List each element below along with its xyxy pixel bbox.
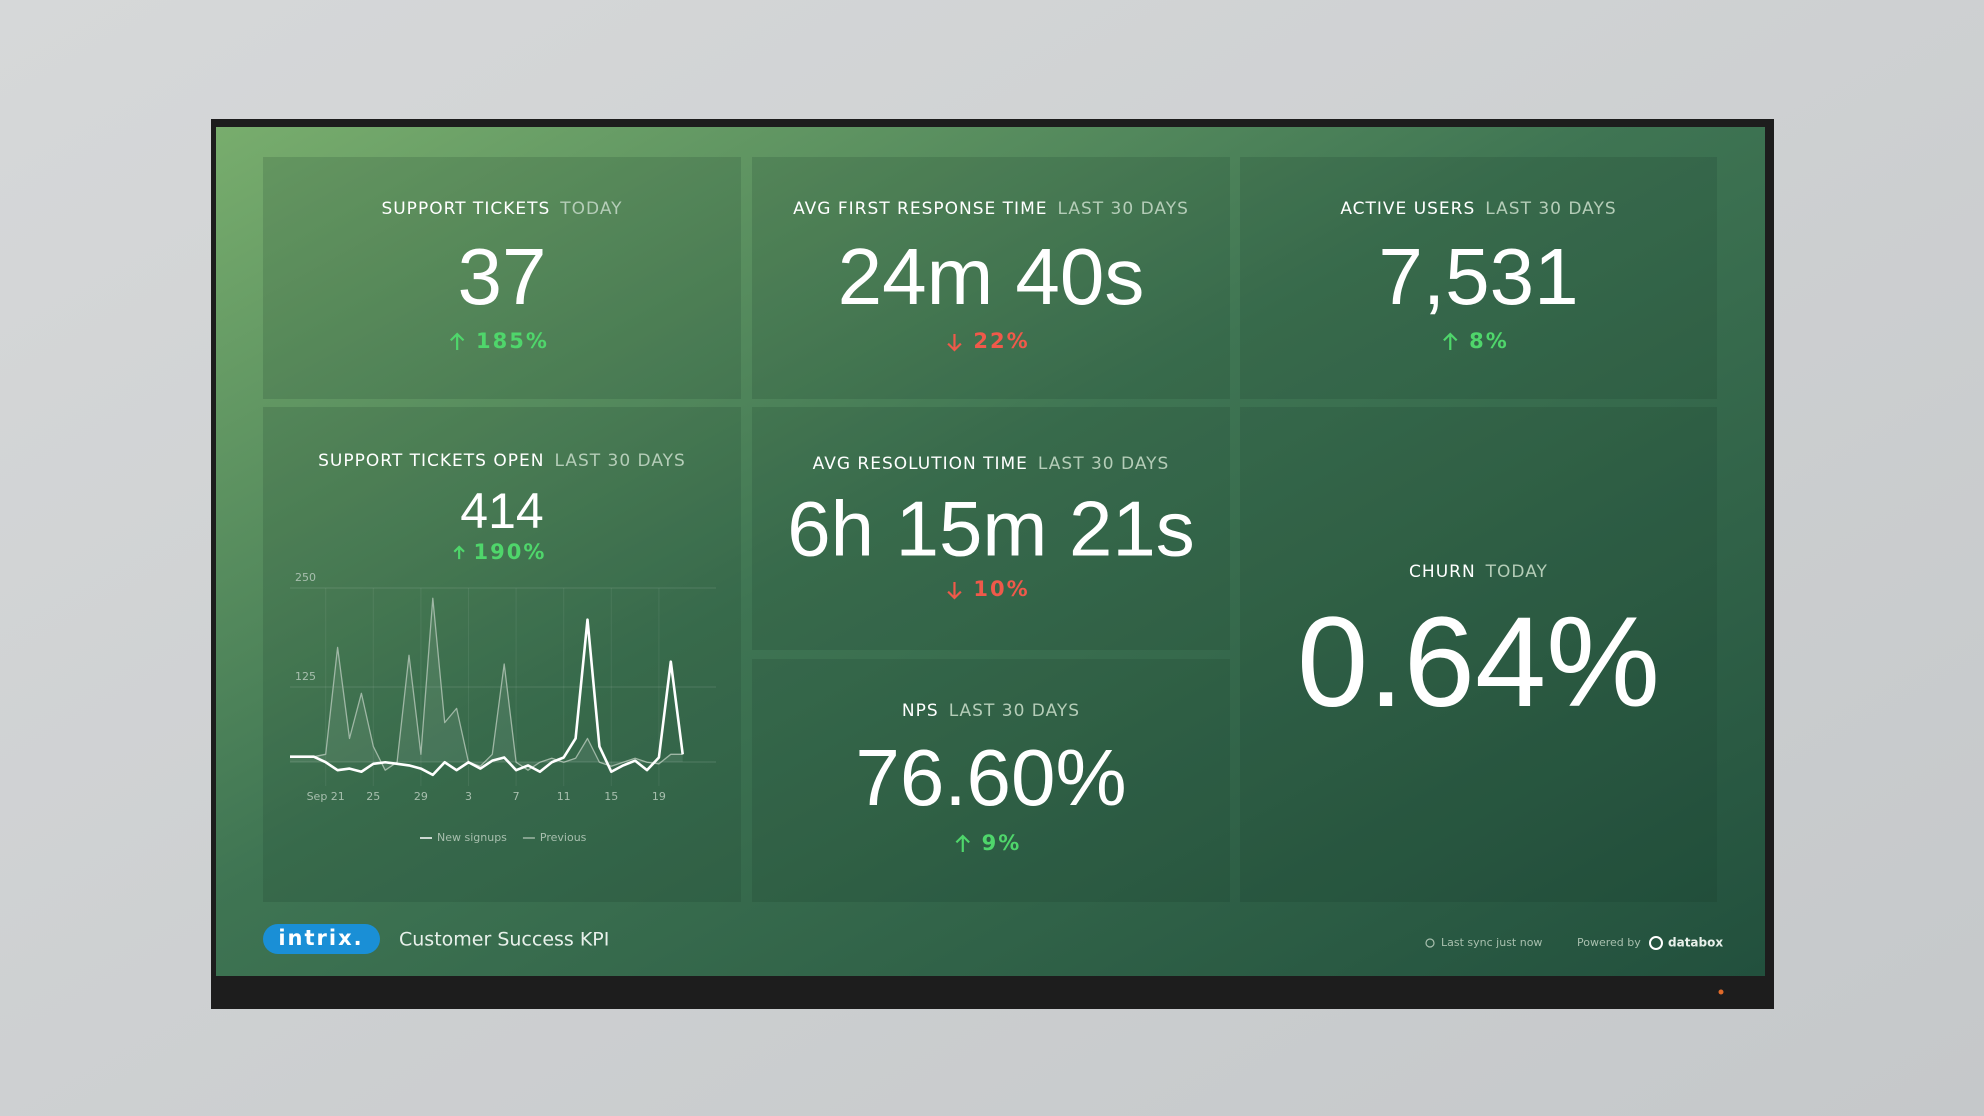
tile-value: 37 <box>458 232 547 321</box>
tile-label: AVG RESOLUTION TIME <box>813 454 1028 474</box>
tile-period: LAST 30 DAYS <box>1485 199 1616 219</box>
tile-change: 8% <box>1469 329 1509 353</box>
trend-arrow <box>1443 332 1458 350</box>
tile-header: CHURN TODAY <box>1409 562 1548 582</box>
tile-change: 22% <box>973 329 1029 353</box>
tile-period: TODAY <box>559 199 622 219</box>
tile <box>263 407 741 902</box>
tile-header: ACTIVE USERS LAST 30 DAYS <box>1340 199 1616 219</box>
tile-value: 414 <box>460 483 543 539</box>
logo: intrix. <box>278 926 363 950</box>
tile-header: SUPPORT TICKETS TODAY <box>381 199 622 219</box>
trend-arrow <box>947 334 962 352</box>
power-led <box>1718 989 1724 995</box>
x-tick-label: 25 <box>366 790 380 803</box>
sync-icon <box>1425 938 1435 948</box>
x-tick-label: 7 <box>513 790 520 803</box>
tile-change: 190% <box>474 540 547 564</box>
tile <box>263 157 741 399</box>
chart: 125 250 Sep 21 25 29 3 7 11 15 19 New signups Previ… <box>290 571 716 844</box>
tile-change: 10% <box>973 577 1029 601</box>
tile-value: 76.60% <box>855 733 1126 822</box>
tile-value: 24m 40s <box>838 232 1145 321</box>
tile-period: TODAY <box>1485 562 1548 582</box>
tile <box>752 659 1230 902</box>
x-tick-label: 29 <box>414 790 428 803</box>
tile-label: SUPPORT TICKETS OPEN <box>318 451 544 471</box>
tile-label: ACTIVE USERS <box>1340 199 1475 219</box>
y-tick-label: 125 <box>295 670 316 683</box>
trend-arrow <box>449 332 465 350</box>
series-line <box>290 597 683 771</box>
x-tick-label: 19 <box>652 790 666 803</box>
tile <box>752 157 1230 399</box>
series-area <box>290 598 683 771</box>
brand: databox <box>1668 936 1723 950</box>
x-tick-label: 15 <box>604 790 618 803</box>
tile-value: 0.64% <box>1297 591 1660 734</box>
tile-label: AVG FIRST RESPONSE TIME <box>793 199 1047 219</box>
trend-arrow <box>947 582 962 600</box>
tile <box>1240 407 1717 902</box>
legend-label: Previous <box>540 831 587 844</box>
x-tick-label: 11 <box>557 790 571 803</box>
tile-label: CHURN <box>1409 562 1476 582</box>
tile-label: NPS <box>902 701 939 721</box>
x-tick-label: 3 <box>465 790 472 803</box>
tile-header: AVG FIRST RESPONSE TIME LAST 30 DAYS <box>793 199 1189 219</box>
tile-period: LAST 30 DAYS <box>949 701 1080 721</box>
tile <box>752 407 1230 650</box>
trend-arrow <box>955 834 970 852</box>
tile-header: NPS LAST 30 DAYS <box>902 701 1080 721</box>
brand-icon <box>1649 936 1663 950</box>
dashboard-title: Customer Success KPI <box>399 929 609 951</box>
screen <box>216 127 1765 976</box>
tile-change: 9% <box>982 831 1022 855</box>
tile-value: 7,531 <box>1378 232 1578 321</box>
tile-change: 185% <box>476 329 549 353</box>
tile-header: AVG RESOLUTION TIME LAST 30 DAYS <box>813 454 1170 474</box>
powered-by: Powered by <box>1577 936 1641 949</box>
tile-period: LAST 30 DAYS <box>1057 199 1188 219</box>
tile-label: SUPPORT TICKETS <box>381 199 550 219</box>
x-tick-label: Sep 21 <box>307 790 345 803</box>
tile-header: SUPPORT TICKETS OPEN LAST 30 DAYS <box>318 451 686 471</box>
logo-badge <box>263 924 380 954</box>
tile-period: LAST 30 DAYS <box>554 451 685 471</box>
sync-status: Last sync just now <box>1441 936 1542 949</box>
series-line <box>290 618 684 777</box>
tile <box>1240 157 1717 399</box>
trend-arrow <box>453 545 465 560</box>
y-tick-label: 250 <box>295 571 316 584</box>
tile-period: LAST 30 DAYS <box>1038 454 1169 474</box>
tile-value: 6h 15m 21s <box>787 485 1195 573</box>
legend-label: New signups <box>437 831 507 844</box>
